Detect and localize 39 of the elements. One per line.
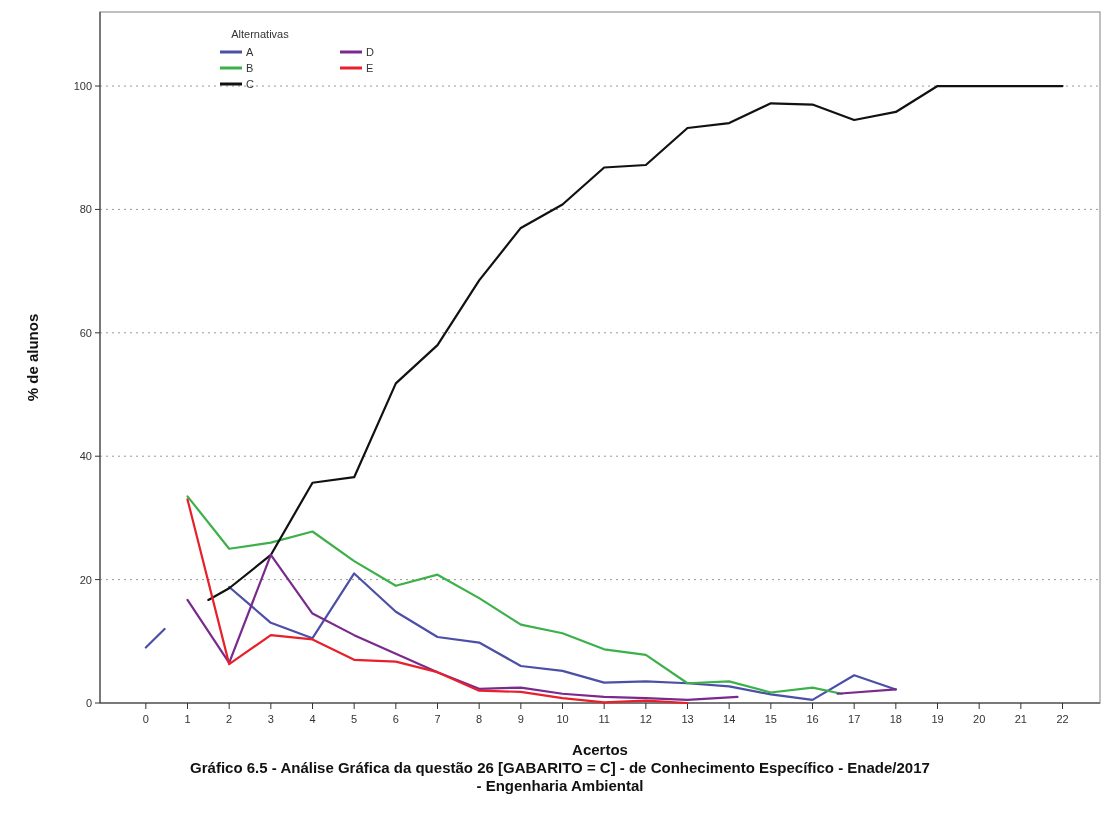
y-tick-label: 80: [79, 203, 92, 216]
y-tick-label: 40: [79, 450, 92, 463]
x-tick-label: 9: [517, 713, 524, 725]
y-axis-title: % de alunos: [24, 313, 41, 402]
x-tick-label: 7: [434, 713, 441, 725]
x-tick-label: 15: [764, 713, 777, 725]
x-axis-title: Acertos: [572, 741, 628, 758]
legend-label: D: [366, 46, 374, 58]
legend-label: E: [366, 62, 374, 74]
x-tick-label: 19: [931, 713, 944, 725]
legend-label: A: [246, 46, 254, 58]
x-tick-label: 2: [226, 713, 233, 725]
x-tick-label: 12: [639, 713, 652, 725]
text: Gráfico 6.5 - Análise Gráfica da questão 26 [GABARITO = C] - de Conhecimento Específico - Enade/2017 - Engenharia Ambiental: [190, 759, 930, 794]
x-tick-label: 22: [1056, 713, 1069, 725]
legend-label: C: [246, 78, 254, 90]
x-tick-label: 16: [806, 713, 819, 725]
y-tick-label: 0: [85, 697, 92, 709]
x-tick-label: 0: [142, 713, 149, 725]
y-tick-label: 100: [73, 80, 92, 93]
x-tick-label: 1: [184, 713, 191, 725]
x-tick-label: 8: [476, 713, 483, 725]
x-tick-label: 13: [681, 713, 694, 725]
x-tick-label: 17: [848, 713, 861, 725]
x-tick-label: 21: [1014, 713, 1027, 725]
x-tick-label: 4: [309, 713, 316, 725]
legend-title: Alternativas: [231, 28, 290, 40]
x-tick-label: 18: [889, 713, 902, 725]
x-tick-label: 11: [598, 713, 610, 725]
x-tick-label: 5: [351, 713, 358, 725]
y-tick-label: 20: [79, 573, 92, 586]
line-series: [186, 498, 689, 705]
x-tick-label: 3: [267, 713, 274, 725]
x-tick-label: 14: [723, 713, 736, 725]
x-tick-label: 10: [556, 713, 569, 725]
y-tick-label: 60: [79, 326, 92, 339]
x-tick-label: 6: [392, 713, 399, 725]
x-tick-label: 20: [973, 713, 986, 725]
legend-label: B: [246, 62, 254, 74]
